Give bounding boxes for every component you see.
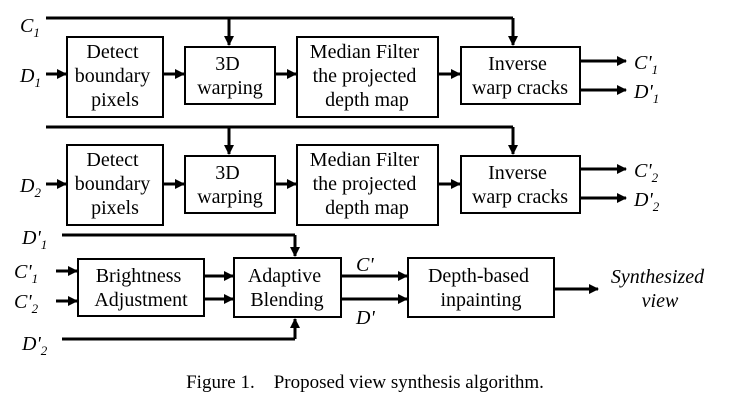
inverse-warp-label-2: Inverse warp cracks	[472, 162, 568, 208]
inverse-warp-box-1	[460, 46, 581, 105]
d1-output-label: D'1	[633, 81, 659, 106]
c1-output-label: C'1	[634, 52, 658, 77]
warping-label-1: 3D warping	[197, 53, 263, 99]
pixels-line: pixels	[91, 89, 139, 111]
detect-boundary-label-1: Detect boundary pixels	[75, 41, 156, 111]
adaptive-line: Adaptive	[248, 265, 321, 287]
projected-line: the projected	[313, 173, 417, 195]
median-filter-line: Median Filter	[310, 149, 420, 171]
depth-based-line: Depth-based	[428, 265, 529, 287]
c-mid-label: C'	[356, 254, 374, 276]
detect-boundary-label-2: Detect boundary pixels	[75, 149, 156, 219]
brightness-adjustment-box	[77, 258, 205, 317]
median-filter-box-2	[296, 144, 439, 226]
blending-line: Blending	[250, 289, 323, 311]
brightness-adjustment-label: Brightness Adjustment	[94, 265, 188, 311]
median-filter-line: Median Filter	[310, 41, 420, 63]
warp-cracks-line: warp cracks	[472, 77, 568, 99]
detect-boundary-box-2	[66, 144, 164, 226]
warping-box-2	[184, 155, 276, 214]
warp-cracks-line: warp cracks	[472, 186, 568, 208]
d1p-input-label: D'1	[21, 227, 47, 252]
synthesized-line: Synthesized	[611, 266, 705, 288]
median-filter-box-1	[296, 36, 439, 118]
warp-3d-line: 3D	[215, 53, 239, 75]
detect-boundary-box-1	[66, 36, 164, 118]
inpainting-line: inpainting	[440, 289, 521, 311]
boundary-line: boundary	[75, 173, 151, 195]
inverse-line: Inverse	[488, 162, 547, 184]
d2-output-label: D'2	[633, 189, 660, 214]
projected-line: the projected	[313, 65, 417, 87]
boundary-line: boundary	[75, 65, 151, 87]
pixels-line: pixels	[91, 197, 139, 219]
median-filter-label-1: Median Filter the projected depth map	[310, 41, 424, 111]
warping-line: warping	[197, 77, 263, 99]
d1-input-label: D1	[19, 65, 41, 90]
c2p-input-label: C'2	[14, 291, 39, 316]
detect-line: Detect	[86, 149, 139, 171]
median-filter-label-2: Median Filter the projected depth map	[310, 149, 424, 219]
detect-line: Detect	[86, 41, 139, 63]
adjustment-line: Adjustment	[94, 289, 188, 311]
figure-caption: Figure 1. Proposed view synthesis algori…	[186, 372, 544, 393]
view-line: view	[642, 290, 679, 312]
inverse-warp-label-1: Inverse warp cracks	[472, 53, 568, 99]
inverse-warp-box-2	[460, 155, 581, 214]
synthesized-view-label: Synthesized view	[611, 266, 709, 312]
warping-label-2: 3D warping	[197, 162, 263, 208]
warping-line: warping	[197, 186, 263, 208]
c1-input-label: C1	[20, 15, 40, 40]
d-mid-label: D'	[355, 307, 375, 329]
c1p-input-label: C'1	[14, 261, 38, 286]
depth-inpainting-label: Depth-based inpainting	[428, 265, 534, 311]
warping-box-1	[184, 46, 276, 105]
depth-map-line: depth map	[325, 197, 409, 219]
warp-3d-line: 3D	[215, 162, 239, 184]
adaptive-blending-label: Adaptive Blending	[248, 265, 326, 311]
inverse-line: Inverse	[488, 53, 547, 75]
adaptive-blending-box	[233, 257, 342, 318]
d2p-input-label: D'2	[21, 333, 48, 358]
depth-inpainting-box	[407, 257, 555, 318]
d2-input-label: D2	[19, 175, 41, 200]
depth-map-line: depth map	[325, 89, 409, 111]
c2-output-label: C'2	[634, 160, 659, 185]
brightness-line: Brightness	[96, 265, 182, 287]
